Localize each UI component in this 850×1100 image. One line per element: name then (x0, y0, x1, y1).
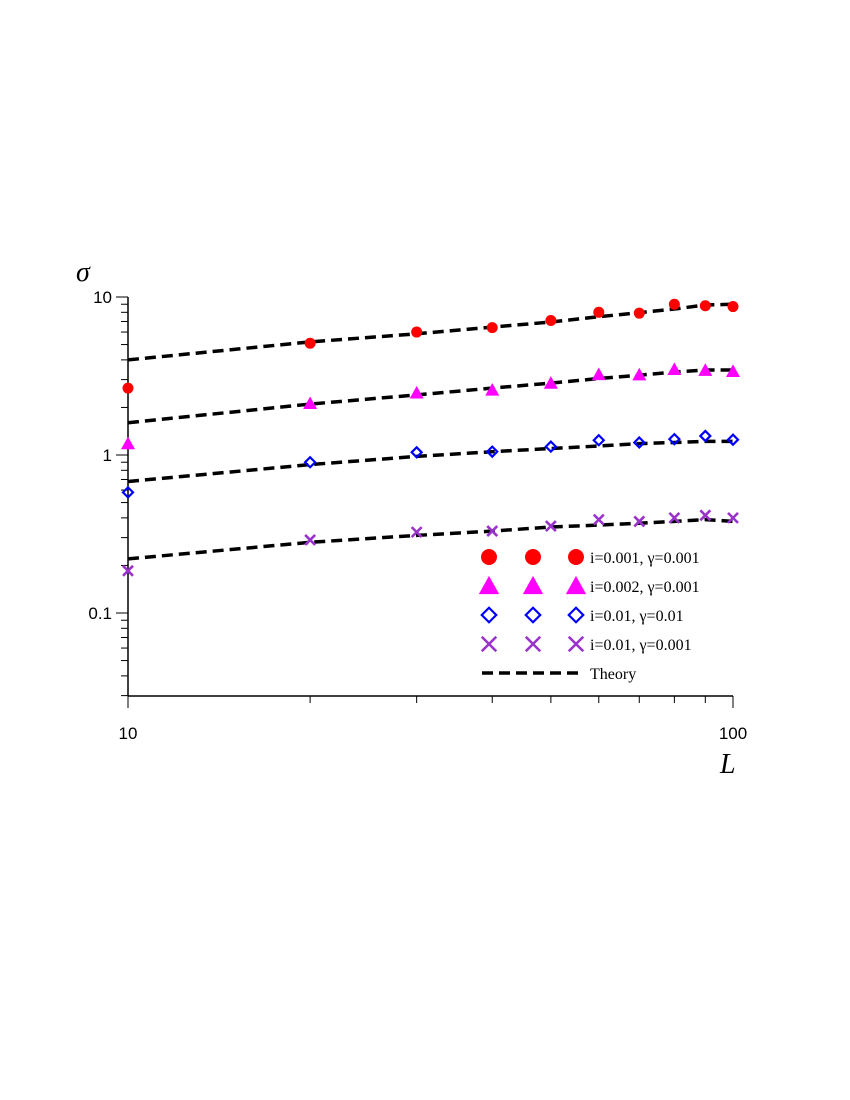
data-point-series-4 (592, 513, 605, 526)
data-point-series-2 (485, 382, 500, 396)
data-point-series-4 (668, 511, 681, 524)
y-tick-label: 10 (93, 288, 112, 307)
legend-label: i=0.01, γ=0.001 (590, 637, 692, 654)
data-point-series-4 (122, 564, 134, 577)
data-point-series-2 (121, 436, 135, 450)
legend-label: i=0.001, γ=0.001 (590, 550, 700, 567)
data-point-series-2 (543, 376, 558, 389)
data-point-series-4 (544, 520, 557, 532)
data-point-series-2 (726, 364, 740, 378)
x-axis-title: L (719, 749, 736, 780)
data-point-series-3 (726, 433, 740, 447)
data-point-series-4 (410, 526, 423, 539)
legend-label: i=0.002, γ=0.001 (590, 579, 700, 596)
legend-marker-series-2 (478, 575, 500, 595)
data-point-series-3 (592, 433, 606, 447)
theory-line-3 (127, 439, 733, 484)
data-point-series-1 (411, 326, 423, 338)
data-point-series-2 (409, 385, 424, 399)
legend-label: Theory (590, 666, 636, 683)
theory-line-4 (127, 517, 734, 561)
data-point-series-2 (591, 367, 606, 381)
data-point-series-1 (593, 306, 605, 318)
x-axis-ticks: 10 100 (119, 696, 747, 743)
axes: 10 1 0.1 10 100 σ L (76, 257, 747, 780)
legend-marker-series-4 (480, 635, 498, 653)
data-point-series-4 (727, 511, 739, 524)
data-point-series-3 (698, 429, 712, 443)
y-axis-ticks: 10 1 0.1 (88, 288, 128, 697)
legend-marker-series-2 (522, 575, 544, 595)
legend-marker-series-4 (524, 635, 542, 653)
data-point-series-3 (410, 445, 424, 459)
data-point-series-1 (633, 307, 645, 319)
data-points (121, 298, 740, 577)
data-point-series-1 (486, 322, 498, 334)
data-point-series-3 (121, 485, 135, 499)
data-point-series-3 (667, 432, 681, 446)
data-point-series-4 (486, 525, 499, 537)
data-point-series-1 (699, 300, 711, 312)
legend-marker-series-3 (524, 606, 542, 624)
data-point-series-2 (698, 363, 713, 376)
data-point-series-3 (485, 445, 499, 459)
x-tick-label: 100 (719, 724, 747, 743)
data-point-series-1 (727, 301, 739, 313)
legend-marker-series-4 (567, 635, 585, 653)
data-point-series-1 (304, 337, 316, 349)
y-axis-title: σ (76, 257, 91, 288)
data-point-series-1 (668, 298, 680, 310)
data-point-series-1 (122, 382, 134, 394)
legend-marker-series-1 (525, 549, 541, 565)
legend: i=0.001, γ=0.001 i=0.002, γ=0.001 i=0.01, … (478, 549, 700, 683)
theory-line-1 (127, 302, 734, 362)
data-point-series-4 (699, 509, 712, 522)
data-point-series-3 (632, 435, 646, 450)
legend-marker-series-1 (481, 549, 497, 565)
data-point-series-3 (544, 440, 558, 454)
legend-marker-series-3 (480, 606, 498, 624)
data-point-series-3 (303, 455, 317, 469)
data-point-series-4 (633, 515, 646, 528)
data-point-series-2 (667, 362, 682, 376)
y-tick-label: 1 (103, 446, 112, 465)
data-point-series-2 (632, 367, 647, 381)
theory-lines (127, 302, 734, 561)
legend-marker-series-3 (567, 606, 585, 624)
y-tick-label: 0.1 (88, 604, 112, 623)
legend-marker-series-1 (568, 549, 584, 565)
theory-line-2 (127, 368, 733, 425)
legend-marker-series-2 (565, 575, 587, 595)
legend-label: i=0.01, γ=0.01 (590, 608, 684, 625)
data-point-series-4 (304, 534, 317, 546)
x-tick-label: 10 (119, 724, 138, 743)
data-point-series-1 (545, 315, 557, 327)
data-point-series-2 (303, 396, 318, 410)
